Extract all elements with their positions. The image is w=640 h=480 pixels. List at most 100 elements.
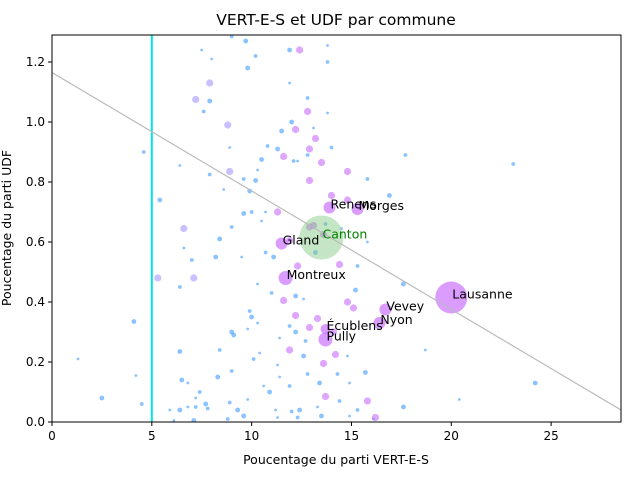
commune-point-small [240,255,244,259]
commune-point-small [287,324,292,328]
commune-point-small [532,380,538,386]
commune-point-small [177,407,183,413]
x-tick-label: 25 [543,429,558,443]
point-label-vevey: Vevey [386,299,424,314]
commune-point-small [222,188,226,191]
commune-point-small [401,281,406,287]
commune-point [343,298,352,306]
commune-point-small [346,354,349,358]
point-label-nyon: Nyon [380,312,412,327]
commune-point-small [423,348,427,352]
commune-point-small [303,339,308,343]
labeled-point-vevey [379,303,392,316]
commune-point-small [139,402,144,406]
commune-point-small [179,377,185,383]
commune-point-small [262,384,265,388]
commune-point [292,125,300,134]
commune-point-small [256,168,259,172]
commune-point-small [293,329,298,335]
commune-point [305,145,314,153]
commune-point-small [251,357,256,361]
commune-point-small [229,225,234,229]
commune-point-small [241,413,247,419]
y-tick-label: 1.0 [26,115,45,129]
commune-point-small [246,398,250,401]
point-label-écublens: Écublens [327,318,383,333]
commune-point-small [227,400,232,405]
point-label-morges: Morges [359,198,405,213]
x-tick-label: 15 [344,429,359,443]
commune-point [304,107,312,116]
commune-point [206,79,214,87]
commune-point-small [246,327,250,331]
point-label-pully: Pully [327,329,357,344]
commune-point-small [296,159,299,163]
commune-point [292,311,300,320]
point-label-montreux: Montreux [287,267,346,282]
point-label-lausanne: Lausanne [452,287,513,302]
y-tick-label: 1.2 [26,55,45,69]
commune-point-small [197,390,202,394]
x-tick-label: 10 [244,429,259,443]
commune-point [335,260,344,269]
labeled-point-écublens [320,324,331,334]
commune-point [180,224,188,233]
commune-point-small [231,332,237,338]
commune-point-small [207,172,212,177]
commune-point [305,323,314,332]
commune-point [305,176,314,185]
commune-point [224,121,232,129]
labeled-point-montreux [278,271,293,285]
commune-point-small [131,319,137,324]
commune-point [192,95,200,104]
y-axis-label: Poucentage du parti UDF [0,150,14,306]
commune-point-small [287,47,292,53]
y-tick-label: 0.2 [26,355,45,369]
commune-point-small [245,65,251,71]
commune-point-small [247,309,252,313]
commune-point-small [276,416,279,419]
commune-point-small [348,381,351,385]
point-label-canton: Canton [323,227,368,242]
y-tick-label: 0.8 [26,175,45,189]
commune-point-small [213,254,219,260]
commune-point-small [319,413,324,419]
labeled-point-morges [351,203,364,215]
commune-point-small [353,287,358,293]
commune-point [313,314,322,323]
commune-point-small [337,399,342,403]
commune-point [190,274,198,282]
commune-point-small [279,128,284,134]
commune-point-small [401,404,406,410]
commune-point-small [172,419,176,422]
commune-point [311,134,320,143]
commune-point-small [297,407,302,413]
x-tick-label: 0 [48,429,56,443]
commune-point-small [217,348,222,352]
commune-point-small [325,60,330,64]
commune-point-small [157,197,163,203]
commune-point-small [302,297,305,301]
commune-point [280,152,288,161]
commune-point-small [134,374,138,377]
commune-point-small [301,353,306,359]
commune-point-small [229,369,234,373]
commune-point [286,346,294,354]
commune-point-small [225,417,230,421]
commune-point [329,328,338,336]
commune-point-small [326,111,329,115]
commune-point [154,274,162,282]
commune-point [349,304,358,312]
commune-point-small [141,150,146,154]
plot-frame [51,34,622,423]
commune-point-small [387,193,392,198]
commune-point-small [200,48,204,52]
commune-point [343,196,352,204]
commune-point-small [313,250,318,255]
commune-point [280,296,288,305]
commune-point-small [275,146,280,152]
commune-point-small [194,396,198,400]
labeled-point-renens [323,201,336,214]
commune-point-small [348,414,351,418]
